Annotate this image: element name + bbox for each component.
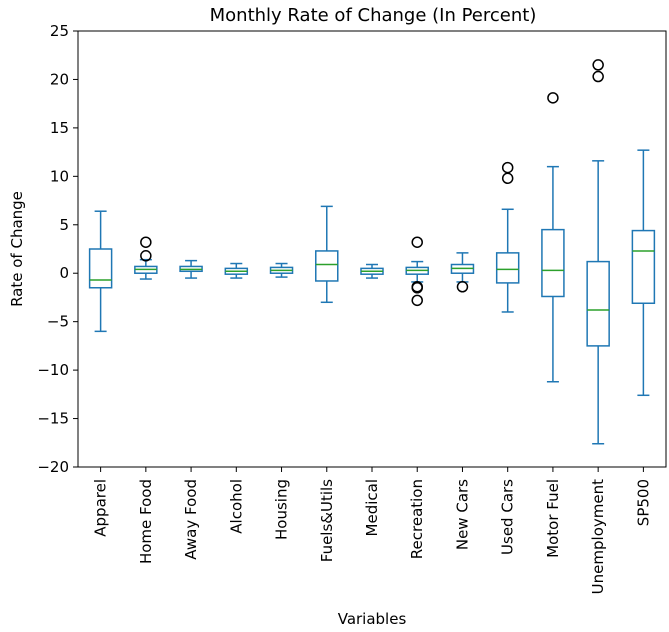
y-tick-label: −20 — [37, 458, 69, 476]
y-tick-label: 25 — [50, 22, 69, 40]
outlier-point — [411, 282, 423, 294]
box-10 — [541, 92, 565, 383]
plot-frame — [77, 30, 667, 468]
x-axis-title: Variables — [338, 610, 407, 628]
x-tick-label: Motor Fuel — [544, 479, 562, 558]
outlier-point — [140, 236, 152, 248]
box-5 — [315, 205, 339, 304]
outlier-point — [547, 92, 559, 104]
x-tick-label: SP500 — [634, 479, 652, 526]
y-tick-label: −15 — [37, 410, 69, 428]
outlier-point — [501, 161, 514, 174]
box-11 — [586, 59, 610, 445]
x-tick-label: Home Food — [137, 479, 155, 564]
box-12 — [631, 149, 656, 397]
box-body — [586, 260, 610, 347]
box-6 — [360, 263, 384, 279]
box-3 — [224, 262, 249, 279]
outlier-point — [140, 250, 152, 262]
box-1 — [134, 236, 158, 280]
x-tick-label: Medical — [363, 479, 381, 536]
x-tick-label: Used Cars — [499, 479, 517, 555]
x-tick-label: Alcohol — [227, 479, 245, 534]
y-tick-label: 10 — [50, 167, 69, 185]
box-4 — [269, 262, 294, 278]
outlier-point — [592, 70, 604, 83]
box-7 — [405, 236, 429, 307]
box-8 — [450, 252, 475, 293]
outlier-point — [411, 294, 423, 307]
y-tick-label: 5 — [59, 216, 69, 234]
x-tick-label: Unemployment — [589, 479, 607, 594]
box-9 — [495, 161, 520, 313]
y-axis-title: Rate of Change — [8, 191, 26, 307]
y-axis: −20 −15 −10 −5 0 5 10 15 20 25 — [37, 22, 78, 476]
box-0 — [88, 210, 113, 333]
y-tick-label: −10 — [37, 361, 69, 379]
box-2 — [179, 259, 203, 279]
x-tick-label: Away Food — [182, 479, 200, 560]
outlier-point — [501, 172, 514, 185]
box-body — [495, 252, 520, 284]
x-tick-label: Apparel — [92, 479, 110, 537]
outlier-point — [411, 236, 423, 248]
box-body — [88, 248, 113, 289]
y-tick-label: 15 — [50, 119, 69, 137]
x-tick-label: Recreation — [408, 479, 426, 559]
x-tick-label: Housing — [273, 479, 291, 540]
box-body — [315, 250, 339, 282]
x-tick-label: New Cars — [453, 479, 471, 550]
x-tick-label: Fuels&Utils — [318, 479, 336, 562]
chart-title: Monthly Rate of Change (In Percent) — [210, 5, 537, 26]
y-tick-label: 0 — [59, 264, 69, 282]
y-tick-label: 20 — [50, 70, 69, 88]
x-axis: Apparel Home Food Away Food Alcohol Housing F… — [92, 467, 652, 594]
y-tick-label: −5 — [47, 313, 69, 331]
box-body — [631, 229, 656, 305]
outlier-point — [456, 281, 469, 293]
box-body — [541, 228, 565, 298]
outlier-point — [592, 59, 604, 71]
plot-area — [77, 30, 667, 468]
